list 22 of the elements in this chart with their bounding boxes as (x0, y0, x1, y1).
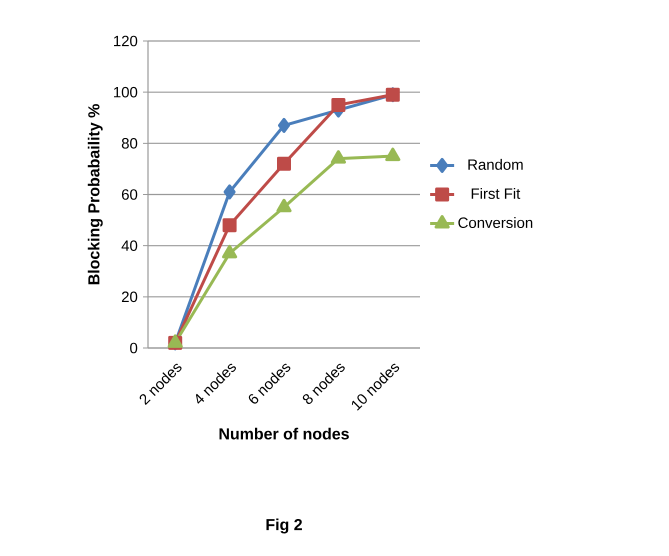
y-tick-label: 20 (122, 292, 138, 302)
y-tick-label: 80 (122, 138, 138, 149)
point (331, 98, 346, 112)
point (278, 118, 290, 133)
y-tick-label: 120 (114, 36, 138, 46)
y-tick-label: 0 (130, 342, 138, 354)
y-tick-label: 100 (114, 86, 138, 98)
legend-label: First Fit (472, 188, 520, 199)
legend-label: Conversion (458, 217, 532, 228)
point (330, 150, 346, 164)
y-tick-label: 60 (122, 189, 138, 200)
point (224, 184, 236, 200)
x-axis-title: Number of nodes (220, 428, 349, 440)
y-axis-title: Blocking Probabaility % (88, 104, 103, 284)
point (276, 198, 292, 212)
point (385, 148, 400, 162)
point (277, 156, 291, 171)
point (222, 218, 237, 232)
legend-label: Random (468, 158, 523, 170)
caption: Fig 2 (266, 518, 302, 534)
point (222, 244, 238, 258)
y-tick-label: 40 (122, 240, 138, 251)
